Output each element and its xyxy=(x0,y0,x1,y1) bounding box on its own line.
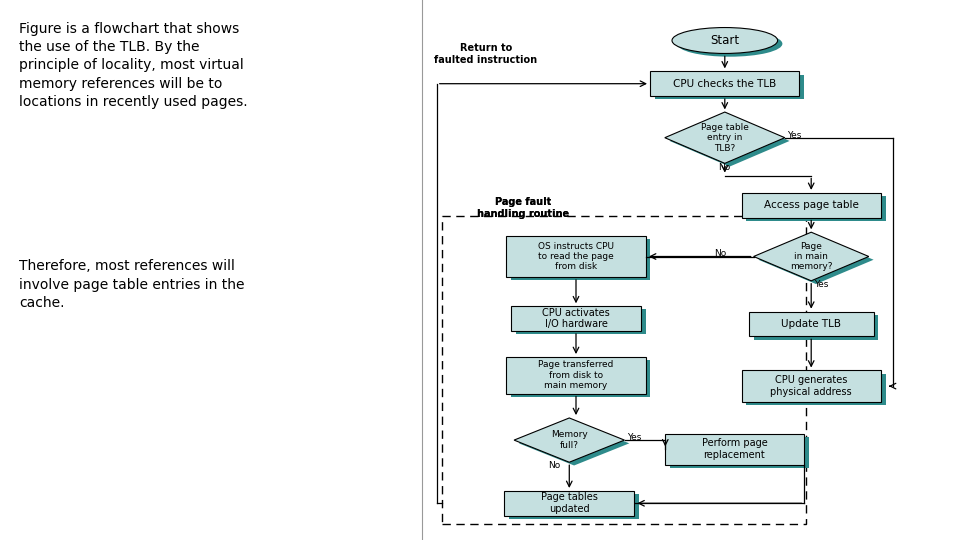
FancyBboxPatch shape xyxy=(747,196,885,221)
FancyBboxPatch shape xyxy=(516,309,645,334)
Ellipse shape xyxy=(677,31,782,57)
Text: OS instructs CPU
to read the page
from disk: OS instructs CPU to read the page from d… xyxy=(538,241,614,272)
Text: Start: Start xyxy=(710,34,739,47)
FancyBboxPatch shape xyxy=(511,306,641,331)
Text: Figure is a flowchart that shows
the use of the TLB. By the
principle of localit: Figure is a flowchart that shows the use… xyxy=(19,22,248,109)
Polygon shape xyxy=(514,418,624,462)
FancyBboxPatch shape xyxy=(741,370,881,402)
FancyBboxPatch shape xyxy=(505,491,634,516)
FancyBboxPatch shape xyxy=(507,357,645,394)
FancyBboxPatch shape xyxy=(754,315,878,340)
FancyBboxPatch shape xyxy=(509,494,639,519)
Text: Memory
full?: Memory full? xyxy=(551,430,588,450)
Text: Return to
faulted instruction: Return to faulted instruction xyxy=(434,43,538,65)
Text: Page
in main
memory?: Page in main memory? xyxy=(790,241,832,272)
Text: Perform page
replacement: Perform page replacement xyxy=(702,438,767,460)
Polygon shape xyxy=(754,232,869,281)
Polygon shape xyxy=(758,235,874,284)
Polygon shape xyxy=(664,112,784,163)
Text: Update TLB: Update TLB xyxy=(781,319,841,329)
Ellipse shape xyxy=(672,28,778,53)
Text: Yes: Yes xyxy=(787,131,802,139)
Text: CPU checks the TLB: CPU checks the TLB xyxy=(673,79,777,89)
FancyBboxPatch shape xyxy=(655,75,804,99)
Text: No: No xyxy=(548,461,561,470)
Text: Page transferred
from disk to
main memory: Page transferred from disk to main memor… xyxy=(539,360,613,390)
Text: CPU generates
physical address: CPU generates physical address xyxy=(770,375,852,397)
Text: Access page table: Access page table xyxy=(764,200,858,210)
Text: CPU activates
I/O hardware: CPU activates I/O hardware xyxy=(542,308,610,329)
Text: Yes: Yes xyxy=(814,280,828,289)
Text: Page fault
handling routine: Page fault handling routine xyxy=(477,197,569,219)
FancyBboxPatch shape xyxy=(664,434,804,465)
Polygon shape xyxy=(670,116,789,166)
FancyBboxPatch shape xyxy=(741,193,881,218)
FancyBboxPatch shape xyxy=(511,360,651,397)
Text: Page tables
updated: Page tables updated xyxy=(540,492,598,514)
Text: Therefore, most references will
involve page table entries in the
cache.: Therefore, most references will involve … xyxy=(19,259,245,310)
FancyBboxPatch shape xyxy=(670,437,808,468)
Text: No: No xyxy=(718,163,731,172)
Text: Page fault
handling routine: Page fault handling routine xyxy=(477,197,569,219)
Text: Page table
entry in
TLB?: Page table entry in TLB? xyxy=(701,123,749,153)
FancyBboxPatch shape xyxy=(511,239,651,280)
Polygon shape xyxy=(518,421,630,465)
Text: No: No xyxy=(714,249,727,258)
FancyBboxPatch shape xyxy=(651,71,799,96)
Text: Yes: Yes xyxy=(627,433,641,442)
FancyBboxPatch shape xyxy=(747,374,885,405)
FancyBboxPatch shape xyxy=(749,312,874,336)
FancyBboxPatch shape xyxy=(507,236,645,277)
